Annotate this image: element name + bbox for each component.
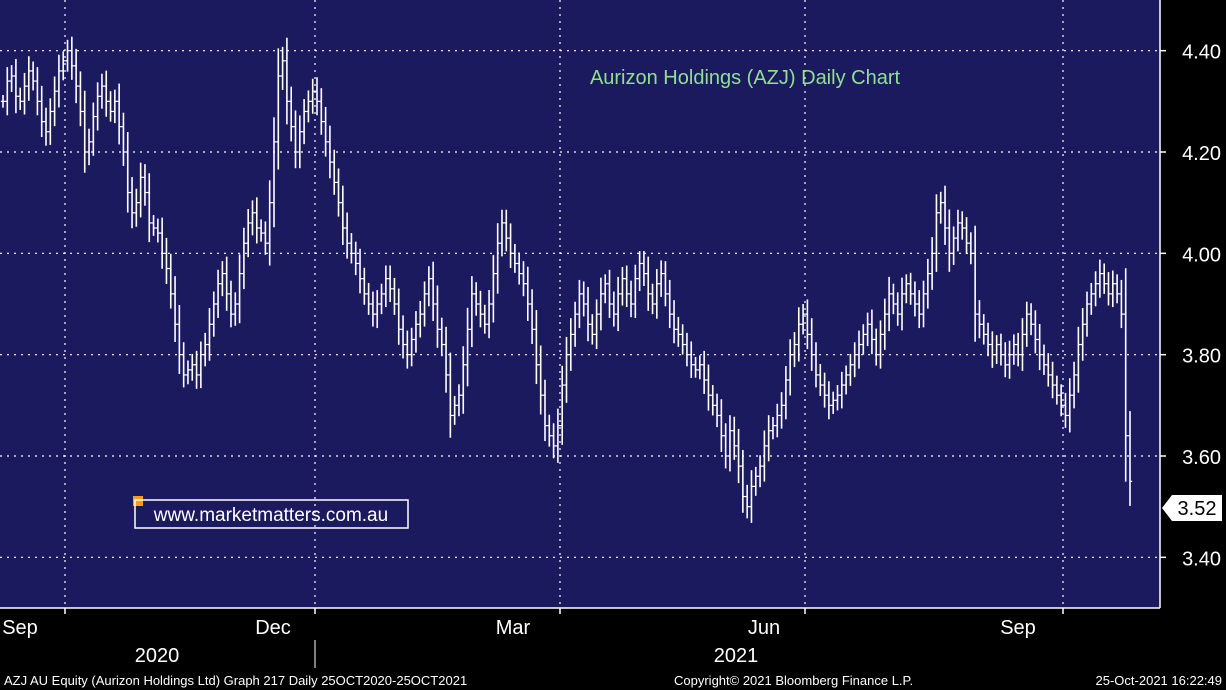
y-tick-label: 3.60	[1182, 447, 1221, 469]
x-month-label: Jun	[748, 617, 780, 639]
x-month-label: Mar	[496, 617, 531, 639]
x-month-label: Dec	[255, 617, 291, 639]
last-price-label: 3.52	[1162, 495, 1222, 521]
x-month-label: Sep	[2, 617, 38, 639]
watermark: www.marketmatters.com.au	[133, 496, 409, 529]
x-month-label: Sep	[1000, 617, 1036, 639]
watermark-box	[134, 499, 409, 529]
price-bars	[0, 36, 1133, 523]
watermark-marker	[133, 496, 143, 506]
last-price-tag	[1162, 495, 1222, 521]
footer-timestamp: 25-Oct-2021 16:22:49	[1095, 673, 1222, 688]
footer-security: AZJ AU Equity (Aurizon Holdings Ltd) Gra…	[4, 673, 468, 688]
y-tick-label: 4.00	[1182, 244, 1221, 266]
y-tick-label: 3.40	[1182, 548, 1221, 570]
last-price-value: 3.52	[1178, 498, 1217, 520]
y-tick-label: 4.40	[1182, 42, 1221, 64]
x-year-label: 2021	[714, 645, 759, 667]
footer-copyright: Copyright© 2021 Bloomberg Finance L.P.	[674, 673, 914, 688]
x-axis-panel	[0, 608, 1226, 672]
footer-bar: AZJ AU Equity (Aurizon Holdings Ltd) Gra…	[0, 672, 1226, 690]
x-year-label: 2020	[135, 645, 180, 667]
watermark-link[interactable]: www.marketmatters.com.au	[153, 505, 388, 526]
y-tick-label: 3.80	[1182, 346, 1221, 368]
price-chart: 4.40 4.20 4.00 3.80 3.60 3.40 Sep Dec Mar Jun Sep 2…	[0, 0, 1226, 672]
y-tick-label: 4.20	[1182, 143, 1221, 165]
chart-title: Aurizon Holdings (AZJ) Daily Chart	[590, 67, 901, 89]
